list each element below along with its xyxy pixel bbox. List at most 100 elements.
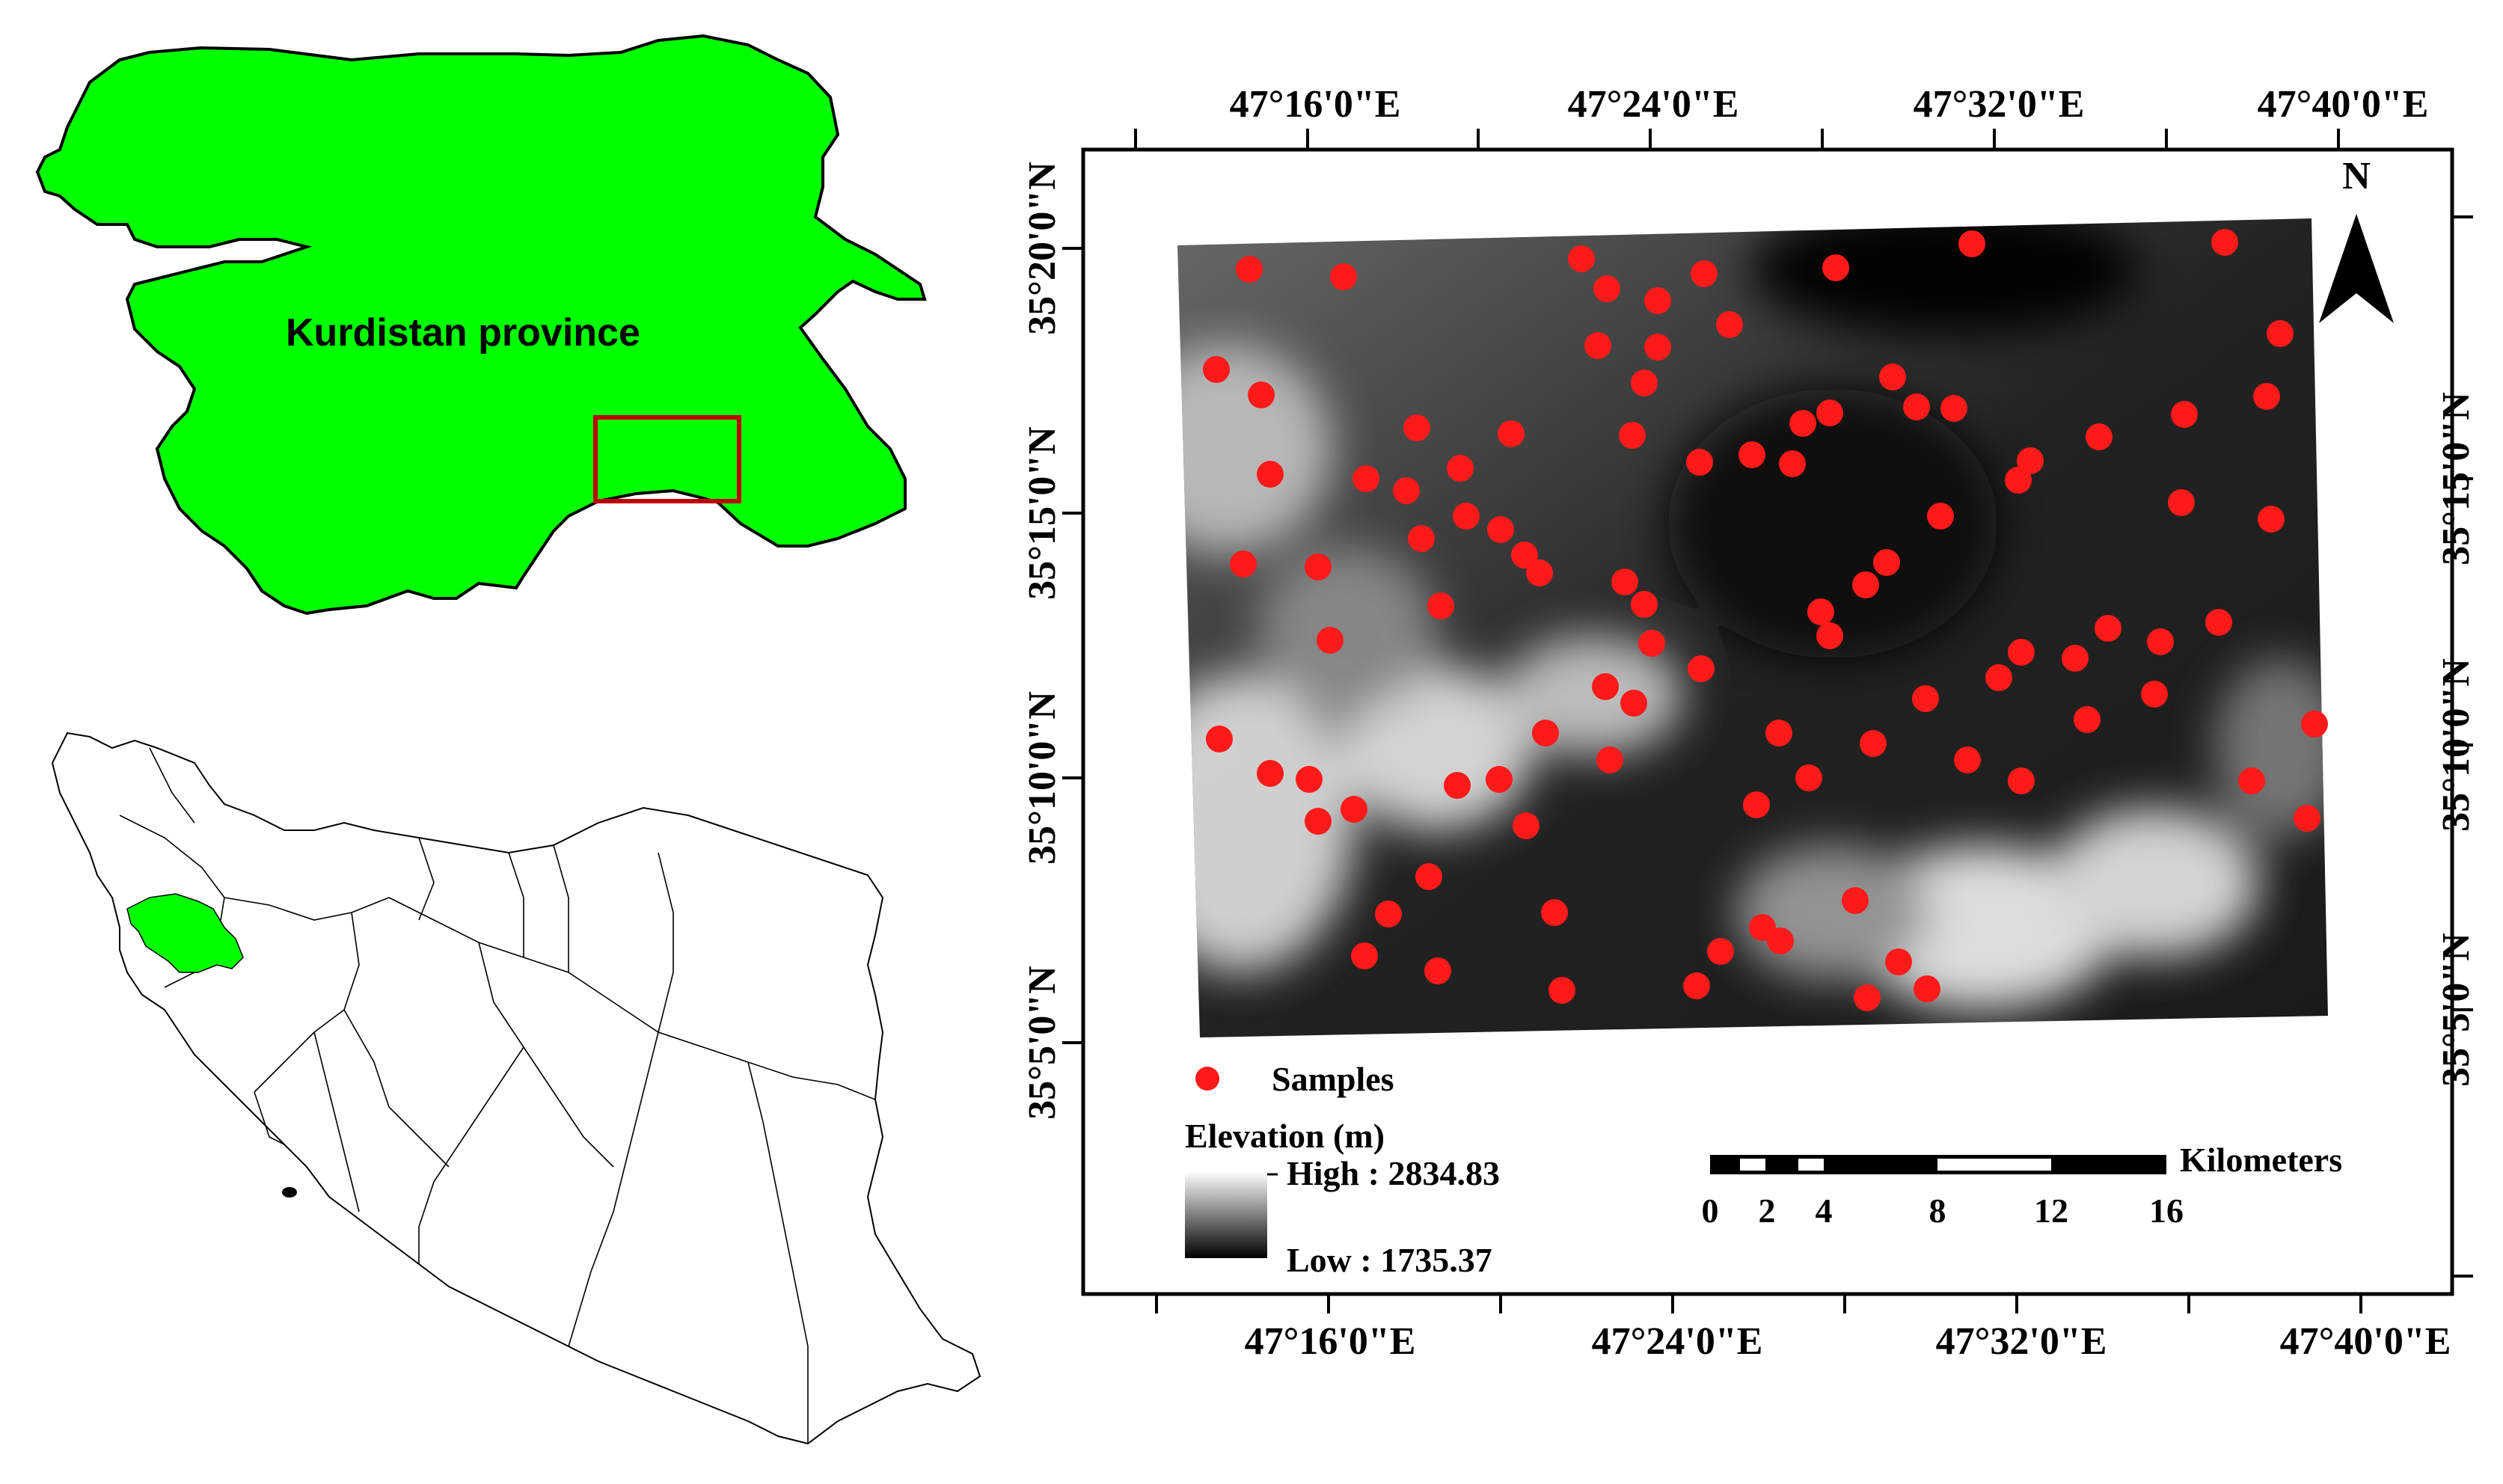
- sample-point: [2141, 681, 2168, 708]
- sample-point: [1683, 972, 1710, 999]
- sample-point: [1940, 395, 1967, 422]
- sample-point: [1885, 948, 1912, 975]
- sample-point: [1317, 627, 1344, 654]
- sample-point: [2171, 401, 2198, 428]
- left-lat-label: 35°15'0"N: [1021, 426, 1064, 600]
- sample-point: [1230, 551, 1257, 577]
- sample-point: [1296, 766, 1323, 793]
- sample-point: [1842, 887, 1869, 914]
- kurdistan-inset: Kurdistan province: [35, 34, 927, 616]
- sample-point: [1415, 863, 1442, 890]
- sample-point: [1257, 760, 1284, 787]
- sample-point: [1767, 927, 1794, 954]
- sample-point: [1985, 664, 2012, 691]
- sample-point: [2294, 805, 2320, 832]
- top-lon-label: 47°40'0"E: [2258, 83, 2429, 126]
- top-lon-label: 47°32'0"E: [1914, 83, 2085, 126]
- sample-point: [2238, 767, 2265, 794]
- sample-point: [1619, 422, 1646, 449]
- sample-point: [1644, 334, 1671, 361]
- sample-point: [2211, 229, 2238, 256]
- sample-point: [2005, 467, 2032, 494]
- sample-point: [1631, 591, 1658, 618]
- elevation-legend-ramp: [1185, 1171, 1267, 1258]
- elevation-legend-title: Elevation (m): [1185, 1117, 1385, 1155]
- sample-point: [1873, 549, 1900, 576]
- sample-point: [1593, 275, 1620, 302]
- bottom-lon-label: 47°24'0"E: [1592, 1320, 1763, 1363]
- sample-point: [1487, 516, 1514, 543]
- sample-point: [1765, 720, 1792, 746]
- sample-point: [1351, 942, 1378, 969]
- sample-point: [1912, 685, 1939, 712]
- scale-bar: Kilometers 0 2 4 8 12 16: [1702, 1141, 2343, 1230]
- sample-point: [1584, 332, 1611, 359]
- top-lon-label: 47°16'0"E: [1230, 83, 1401, 126]
- scale-tick-label: 4: [1816, 1192, 1833, 1230]
- bottom-longitude-labels: 47°16'0"E 47°24'0"E 47°32'0"E 47°40'0"E: [1245, 1320, 2451, 1363]
- sample-point: [2086, 423, 2113, 450]
- sample-point: [1444, 772, 1471, 799]
- sample-point: [1427, 592, 1454, 619]
- sample-point: [1352, 465, 1379, 492]
- elevation-high-label: High : 2834.83: [1287, 1154, 1500, 1192]
- sample-point: [1807, 598, 1834, 625]
- sample-point: [1686, 449, 1713, 476]
- sample-point: [1375, 901, 1402, 927]
- right-lat-label: 35°15'0"N: [2435, 392, 2478, 565]
- bottom-lon-label: 47°32'0"E: [1936, 1320, 2107, 1363]
- sample-point: [2147, 628, 2174, 655]
- left-latitude-labels: 35°20'0"N 35°15'0"N 35°10'0"N 35°5'0"N: [1021, 162, 1064, 1120]
- bottom-lon-label: 47°40'0"E: [2280, 1320, 2451, 1363]
- sample-point: [1644, 287, 1671, 314]
- sample-point: [1403, 414, 1430, 441]
- sample-point: [1203, 356, 1230, 383]
- iran-inset: [51, 732, 981, 1445]
- sample-point: [2017, 447, 2044, 474]
- sample-point: [1486, 766, 1513, 793]
- sample-point: [2168, 489, 2195, 516]
- sample-points: [1203, 229, 2328, 1011]
- sample-point: [2074, 706, 2101, 733]
- sample-point: [1822, 254, 1849, 281]
- sample-point: [1305, 554, 1332, 580]
- right-latitude-labels: 35°15'0"N 35°10'0"N 35°5'0"N: [2435, 392, 2478, 1087]
- sample-point: [1816, 622, 1843, 649]
- sample-point: [1330, 263, 1357, 290]
- sample-point: [2205, 609, 2232, 636]
- sample-point: [2253, 383, 2280, 410]
- north-arrow: N: [2319, 155, 2394, 323]
- sample-point: [1447, 455, 1474, 482]
- sample-point: [1716, 311, 1743, 338]
- sample-point: [1903, 393, 1930, 420]
- kurdistan-highlight: [126, 893, 244, 973]
- sample-point: [1526, 559, 1553, 586]
- sample-point: [1743, 791, 1770, 818]
- sample-point: [1954, 746, 1981, 773]
- sample-point: [1620, 690, 1647, 717]
- sample-point: [1738, 441, 1765, 468]
- top-longitude-labels: 47°16'0"E 47°24'0"E 47°32'0"E 47°40'0"E: [1230, 83, 2429, 126]
- sample-point: [1816, 399, 1843, 426]
- left-lat-label: 35°10'0"N: [1021, 691, 1064, 865]
- main-map: 47°16'0"E 47°24'0"E 47°32'0"E 47°40'0"E …: [1021, 83, 2478, 1363]
- sample-point: [1852, 571, 1879, 598]
- sample-point: [1631, 370, 1658, 396]
- sample-point: [1596, 746, 1623, 773]
- sample-point: [1532, 720, 1559, 746]
- sample-point: [1305, 808, 1332, 835]
- scale-unit-label: Kilometers: [2180, 1141, 2342, 1179]
- sample-point: [1257, 461, 1284, 488]
- scale-tick-label: 8: [1929, 1192, 1946, 1230]
- sample-point: [2267, 320, 2294, 347]
- iran-province-boundaries: [119, 747, 876, 1444]
- sample-point: [1611, 568, 1638, 595]
- sample-point: [1453, 503, 1480, 530]
- iran-outline: [51, 732, 981, 1445]
- right-lat-label: 35°10'0"N: [2435, 658, 2478, 832]
- study-area-box: [593, 415, 741, 503]
- scale-tick-label: 2: [1759, 1192, 1776, 1230]
- sample-point: [1248, 381, 1275, 408]
- sample-point: [1914, 975, 1940, 1002]
- sample-point: [1638, 630, 1665, 657]
